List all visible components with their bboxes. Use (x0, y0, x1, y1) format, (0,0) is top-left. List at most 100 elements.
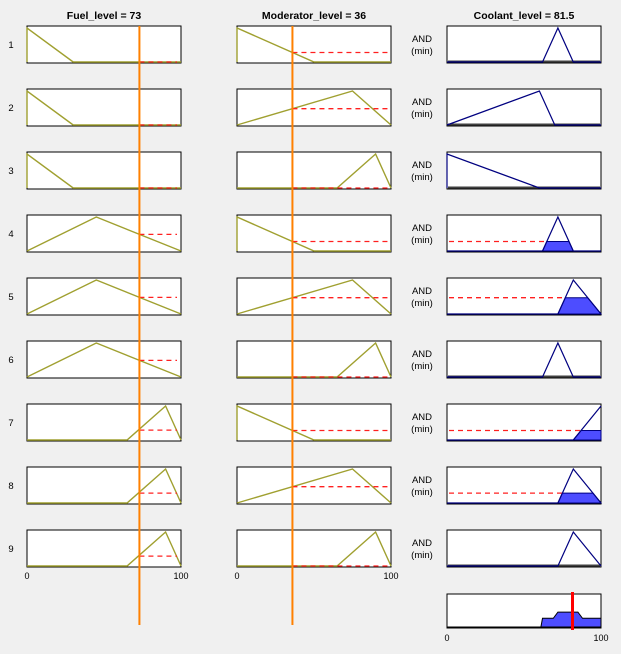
min-method-label: (min) (411, 298, 433, 309)
fuel-membership-curve (27, 404, 182, 441)
rule-operator: AND (min) (402, 286, 442, 310)
fuel-mf-plot (26, 88, 182, 127)
fuel-axis-min: 0 (24, 571, 30, 581)
moderator-axis-min: 0 (234, 571, 240, 581)
moderator-mf-plot (236, 277, 392, 316)
fuel-mf-plot (26, 529, 182, 568)
coolant-mf-plot (446, 403, 602, 442)
fuel-mf-plot (26, 25, 182, 64)
coolant-membership-curve (447, 341, 601, 378)
min-method-label: (min) (411, 424, 433, 435)
fuel-mf-plot (26, 466, 182, 505)
and-operator-label: AND (411, 223, 433, 234)
fuel-membership-curve (26, 152, 181, 189)
moderator-mf-plot (236, 340, 392, 379)
coolant-membership-curve (446, 153, 601, 189)
rule-number: 7 (8, 418, 14, 429)
fuel-membership-curve (26, 89, 181, 126)
and-operator-label: AND (411, 286, 433, 297)
moderator-mf-plot (236, 151, 392, 190)
fuel-membership-curve (26, 279, 182, 315)
fuel-membership-curve (27, 467, 182, 504)
and-operator-label: AND (411, 97, 433, 108)
aggregate-output-area (447, 611, 602, 628)
fuel-mf-plot (26, 340, 182, 379)
moderator-membership-curve (236, 215, 391, 252)
rule-number: 3 (8, 166, 14, 177)
moderator-mf-plot (236, 403, 392, 442)
min-method-label: (min) (411, 550, 433, 561)
rule-operator: AND (min) (402, 160, 442, 184)
fuel-membership-curve (26, 342, 182, 378)
and-operator-label: AND (411, 160, 433, 171)
moderator-mf-plot (236, 88, 392, 127)
fuel-mf-plot (26, 214, 182, 253)
coolant-membership-curve (447, 215, 601, 252)
moderator-membership-curve (237, 530, 392, 567)
rule-operator: AND (min) (402, 538, 442, 562)
rule-number: 6 (8, 355, 14, 366)
moderator-axis-max: 100 (383, 571, 399, 581)
coolant-level-header: Coolant_level = 81.5 (473, 10, 575, 22)
min-method-label: (min) (411, 172, 433, 183)
min-method-label: (min) (411, 361, 433, 372)
min-method-label: (min) (411, 487, 433, 498)
rule-operator: AND (min) (402, 34, 442, 58)
fuel-mf-plot (26, 277, 182, 316)
rule-operator: AND (min) (402, 349, 442, 373)
coolant-mf-plot (446, 214, 602, 253)
min-method-label: (min) (411, 109, 433, 120)
rule-operator: AND (min) (402, 475, 442, 499)
fuel-mf-plot (26, 403, 182, 442)
and-operator-label: AND (411, 538, 433, 549)
moderator-level-header: Moderator_level = 36 (261, 10, 367, 22)
rule-operator: AND (min) (402, 223, 442, 247)
and-operator-label: AND (411, 475, 433, 486)
moderator-membership-curve (236, 468, 392, 504)
rule-number: 8 (8, 481, 14, 492)
and-operator-label: AND (411, 34, 433, 45)
coolant-membership-curve (447, 405, 602, 441)
moderator-mf-plot (236, 466, 392, 505)
fuel-membership-curve (27, 530, 182, 567)
rule-number: 1 (8, 40, 14, 51)
coolant-mf-plot (446, 529, 602, 568)
moderator-membership-curve (237, 341, 392, 378)
coolant-membership-curve (446, 90, 601, 126)
fuel-axis-max: 100 (173, 571, 189, 581)
coolant-axis-min: 0 (444, 633, 450, 643)
moderator-membership-curve (236, 404, 391, 441)
moderator-mf-plot (236, 25, 392, 64)
moderator-membership-curve (236, 279, 392, 315)
coolant-mf-plot (446, 88, 602, 127)
rule-number: 5 (8, 292, 14, 303)
and-operator-label: AND (411, 349, 433, 360)
moderator-membership-curve (237, 152, 392, 189)
coolant-implied-area (541, 241, 575, 252)
coolant-membership-curve (447, 530, 602, 567)
coolant-mf-plot (446, 151, 602, 190)
and-operator-label: AND (411, 412, 433, 423)
rule-number: 4 (8, 229, 14, 240)
min-method-label: (min) (411, 235, 433, 246)
rule-number: 9 (8, 544, 14, 555)
rule-operator: AND (min) (402, 412, 442, 436)
coolant-mf-plot (446, 25, 602, 64)
fuel-mf-plot (26, 151, 182, 190)
rule-number: 2 (8, 103, 14, 114)
coolant-membership-curve (447, 278, 602, 315)
coolant-axis-max: 100 (593, 633, 609, 643)
fuel-membership-curve (26, 26, 181, 63)
rule-operator: AND (min) (402, 97, 442, 121)
fuel-level-header: Fuel_level = 73 (66, 10, 142, 22)
moderator-membership-curve (236, 90, 392, 126)
coolant-membership-curve (447, 26, 601, 63)
moderator-membership-curve (236, 26, 391, 63)
coolant-membership-curve (447, 467, 602, 504)
moderator-mf-plot (236, 214, 392, 253)
fuel-membership-curve (26, 216, 182, 252)
moderator-mf-plot (236, 529, 392, 568)
min-method-label: (min) (411, 46, 433, 57)
